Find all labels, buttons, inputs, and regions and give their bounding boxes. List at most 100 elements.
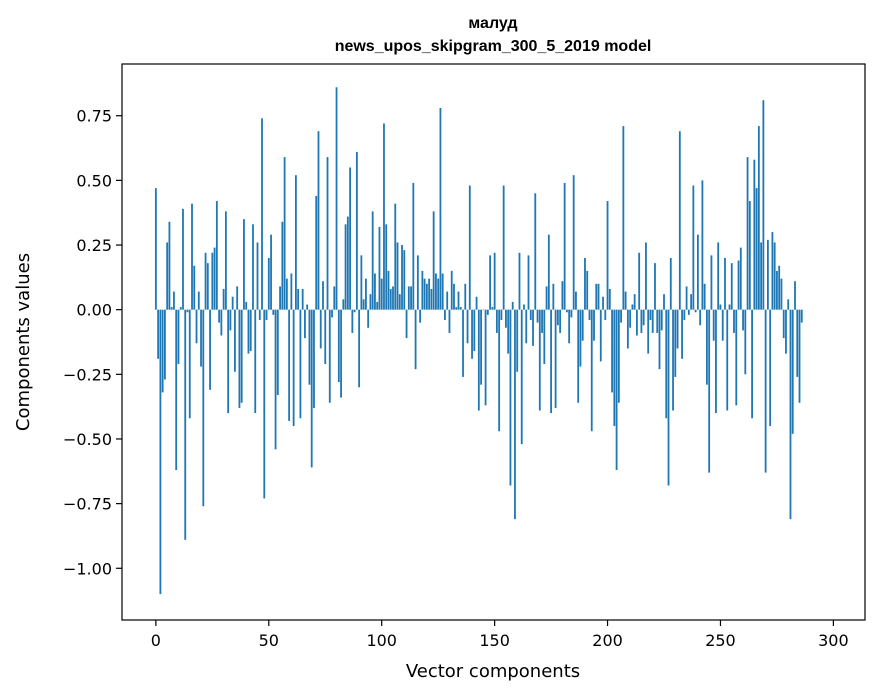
bar-component-186	[575, 291, 577, 310]
bar-component-109	[401, 245, 403, 310]
bar-component-85	[346, 216, 349, 310]
bar-component-83	[342, 299, 345, 310]
bar-component-32	[227, 309, 230, 414]
bar-component-100	[380, 278, 383, 310]
bar-component-170	[538, 309, 541, 411]
chart-title-line-1: малуд	[468, 15, 517, 32]
bar-component-141	[473, 309, 476, 352]
x-axis-ticks: 0 50 100 150 200 250 300	[151, 620, 849, 650]
bar-component-239	[694, 309, 697, 313]
bar-component-223	[658, 309, 661, 370]
bar-component-60	[290, 273, 293, 310]
bar-component-124	[435, 273, 437, 310]
bar-component-206	[620, 309, 622, 323]
bar-component-128	[444, 309, 446, 321]
bar-component-158	[511, 301, 514, 310]
bar-component-184	[570, 309, 573, 318]
bar-component-286	[800, 309, 803, 323]
bar-component-270	[764, 309, 767, 473]
bar-component-140	[471, 309, 473, 359]
bar-component-16	[191, 203, 193, 310]
bar-component-62	[294, 175, 297, 310]
bar-component-169	[536, 309, 539, 323]
bar-component-47	[261, 118, 263, 310]
bar-component-95	[369, 294, 372, 310]
bar-component-280	[787, 299, 790, 310]
bar-component-94	[367, 309, 370, 328]
bar-component-42	[249, 309, 252, 352]
bar-component-155	[505, 309, 507, 328]
bar-component-237	[690, 294, 693, 310]
bar-component-163	[523, 304, 525, 310]
bar-component-165	[527, 255, 530, 310]
bar-component-166	[529, 309, 532, 321]
bar-component-177	[554, 309, 557, 408]
y-tick-label: 0.75	[76, 107, 112, 126]
bar-component-178	[556, 309, 559, 326]
bar-component-65	[301, 288, 304, 310]
bar-component-156	[507, 309, 510, 354]
y-tick-label: 0.00	[76, 301, 112, 320]
bar-component-230	[674, 309, 677, 377]
bar-component-57	[283, 157, 286, 310]
bar-component-144	[480, 309, 482, 385]
y-tick-label: −0.25	[63, 365, 112, 384]
bar-component-232	[678, 131, 681, 310]
bar-component-241	[699, 309, 702, 326]
bar-component-225	[663, 294, 665, 310]
bar-component-212	[633, 294, 636, 310]
bar-component-131	[450, 270, 453, 310]
bar-component-3	[161, 309, 164, 393]
bar-component-104	[389, 288, 392, 310]
bar-component-267	[757, 126, 760, 310]
bar-component-41	[247, 309, 250, 354]
bar-component-31	[224, 211, 227, 310]
bar-component-26	[213, 247, 216, 310]
bar-component-25	[211, 252, 214, 310]
bar-component-61	[292, 309, 295, 427]
bar-component-40	[245, 301, 248, 310]
bar-component-125	[437, 278, 440, 310]
bar-component-73	[319, 309, 322, 349]
bar-component-203	[613, 309, 616, 427]
bar-component-162	[520, 309, 523, 445]
bar-component-70	[313, 309, 315, 408]
bar-component-12	[182, 208, 184, 310]
bar-component-11	[179, 307, 182, 310]
bar-component-112	[407, 286, 410, 310]
bar-component-52	[272, 309, 275, 315]
bar-component-15	[188, 309, 191, 419]
bar-component-99	[378, 226, 381, 310]
bar-component-248	[715, 309, 717, 414]
bar-component-29	[220, 309, 223, 336]
bar-component-269	[762, 100, 765, 310]
bar-component-188	[579, 309, 582, 367]
bar-component-258	[737, 260, 740, 310]
bar-component-130	[448, 309, 451, 333]
bar-component-58	[285, 278, 288, 310]
bar-component-44	[254, 309, 257, 414]
bar-component-103	[387, 270, 390, 310]
y-tick-label: 0.25	[76, 236, 112, 255]
bar-component-281	[789, 309, 792, 520]
bar-component-150	[493, 252, 496, 310]
bar-component-81	[337, 309, 340, 383]
bar-component-5	[166, 242, 169, 310]
bar-component-167	[532, 309, 534, 346]
bar-component-198	[602, 296, 604, 310]
bar-component-72	[317, 131, 320, 310]
bar-component-277	[780, 278, 783, 310]
bar-component-23	[206, 263, 209, 310]
bar-component-201	[608, 288, 611, 310]
y-tick-label: 0.50	[76, 171, 112, 190]
bar-component-146	[484, 309, 487, 406]
bar-component-135	[459, 307, 462, 310]
bar-component-93	[365, 278, 367, 310]
bar-component-114	[412, 182, 415, 310]
bar-component-240	[696, 234, 699, 310]
bar-component-10	[177, 309, 180, 364]
bar-component-48	[263, 309, 266, 499]
bar-component-214	[638, 252, 641, 310]
